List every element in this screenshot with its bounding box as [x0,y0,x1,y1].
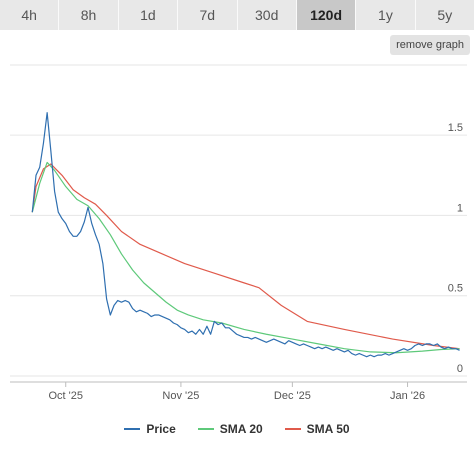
y-tick-label: 1 [457,202,463,214]
legend-label-sma50: SMA 50 [306,422,350,436]
y-tick-label: 0.5 [448,283,463,295]
legend-label-sma20: SMA 20 [219,422,263,436]
tab-30d[interactable]: 30d [237,0,297,30]
timeframe-tabs: 4h 8h 1d 7d 30d 120d 1y 5y [0,0,474,30]
tab-5y[interactable]: 5y [415,0,474,30]
x-tick-label: Oct '25 [48,390,83,402]
tab-7d[interactable]: 7d [178,0,238,30]
tab-8h[interactable]: 8h [59,0,119,30]
tab-1y[interactable]: 1y [356,0,416,30]
y-tick-label: 1.5 [448,122,463,134]
y-tick-label: 0 [457,363,463,375]
legend-item-price[interactable]: Price [124,420,176,438]
tab-120d[interactable]: 120d [296,0,357,30]
legend-swatch-sma20 [197,428,214,430]
tab-4h[interactable]: 4h [0,0,60,30]
series-line-sma-20 [31,161,460,354]
legend-swatch-sma50 [284,428,301,430]
legend-label-price: Price [146,422,176,436]
x-tick-label: Jan '26 [390,390,425,402]
x-tick-label: Dec '25 [274,390,311,402]
legend-swatch-price [124,428,141,430]
legend-item-sma50[interactable]: SMA 50 [284,420,350,438]
legend-item-sma20[interactable]: SMA 20 [197,420,263,438]
chart-legend: Price SMA 20 SMA 50 [0,420,474,438]
x-tick-label: Nov '25 [162,390,199,402]
series-line-price [31,112,460,358]
tab-1d[interactable]: 1d [118,0,179,30]
series-line-sma-50 [31,163,460,350]
remove-graph-button[interactable]: remove graph [390,35,470,55]
